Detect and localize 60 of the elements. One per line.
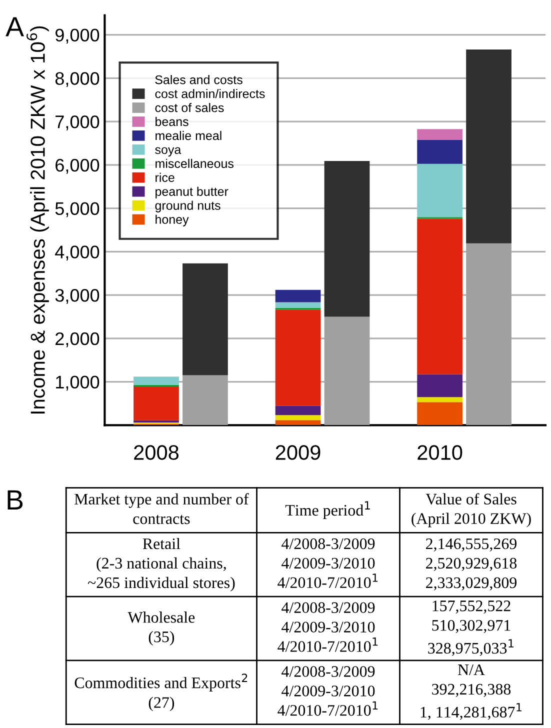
bar: [324, 161, 370, 317]
legend-label: mealie meal: [156, 130, 222, 140]
text: Wholesale (35): [128, 612, 195, 646]
bar: [417, 397, 462, 402]
bar: [182, 375, 228, 426]
text: Value of Sales (April 2010 ZKW): [412, 493, 531, 528]
legend-label: ground nuts: [155, 200, 220, 212]
bar: [417, 374, 462, 398]
y-tick-label: 3,000: [55, 288, 100, 304]
bar: [134, 376, 179, 385]
text: 4/2008-3/2009 4/2009-3/2010 4/2010-7/2010$^{1}$: [278, 538, 378, 588]
text: 157,552,522 510,302,971 328,975,033$^{1}$: [428, 600, 514, 656]
x-tick-label: 2008: [134, 445, 179, 460]
y-tick-label: 7,000: [56, 115, 100, 130]
y-tick-label: 5,000: [55, 202, 100, 218]
bar: [417, 129, 462, 140]
legend-label: rice: [156, 172, 174, 182]
bar: [275, 415, 321, 420]
text: Time period$^{1}$: [285, 501, 370, 519]
bar: [275, 290, 321, 302]
legend-label: cost of sales: [155, 102, 224, 112]
text: B: [8, 490, 23, 510]
bar: [134, 386, 179, 420]
bar: [275, 302, 321, 308]
y-tick-label: 2,000: [56, 332, 100, 348]
bar: [134, 420, 179, 423]
bar: [275, 420, 321, 426]
y-tick-label: 6,000: [56, 158, 100, 174]
text: 4/2008-3/2009 4/2009-3/2010 4/2010-7/2010$^{1}$: [278, 666, 378, 716]
x-tick-label: 2010: [418, 445, 462, 460]
legend-label: cost admin/indirects: [155, 88, 265, 98]
text: 4/2008-3/2009 4/2009-3/2010 4/2010-7/2010$^{1}$: [278, 602, 378, 652]
legend-title: Sales and costs: [155, 75, 242, 84]
bar: [275, 406, 321, 416]
text: N/A 392,216,388 1, 114,281,687$^{1}$: [420, 664, 522, 720]
text: 2,146,555,269 2,520,929,618 2,333,029,809: [426, 538, 517, 590]
legend-label: soya: [155, 147, 182, 157]
legend-label: honey: [156, 214, 189, 226]
legend-label: miscellaneous: [156, 158, 234, 168]
y-tick-label: 8,000: [55, 72, 100, 88]
text: Market type and number of contracts: [74, 493, 249, 524]
text: Retail (2-3 national chains, ~265 individual stores): [88, 538, 235, 592]
bar: [324, 316, 370, 426]
bar: [466, 50, 512, 244]
y-axis-title: Income & expenses (April 2010 ZKW x 10$^{6}$): [26, 26, 49, 414]
x-tick-label: 2009: [276, 445, 320, 460]
legend-label: peanut butter: [156, 186, 228, 198]
legend-label: beans: [156, 116, 188, 126]
bar: [417, 402, 462, 426]
bar: [182, 263, 228, 376]
bar: [417, 218, 462, 374]
text: A: [6, 17, 24, 36]
bar: [417, 140, 462, 164]
y-tick-label: 1,000: [56, 376, 100, 391]
bar: [417, 164, 462, 218]
y-tick-label: 9,000: [55, 28, 100, 44]
text: Commodities and Exports$^{2}$ (27): [74, 674, 248, 712]
y-tick-label: 4,000: [55, 246, 100, 261]
bar: [466, 243, 512, 426]
bar: [275, 310, 321, 406]
